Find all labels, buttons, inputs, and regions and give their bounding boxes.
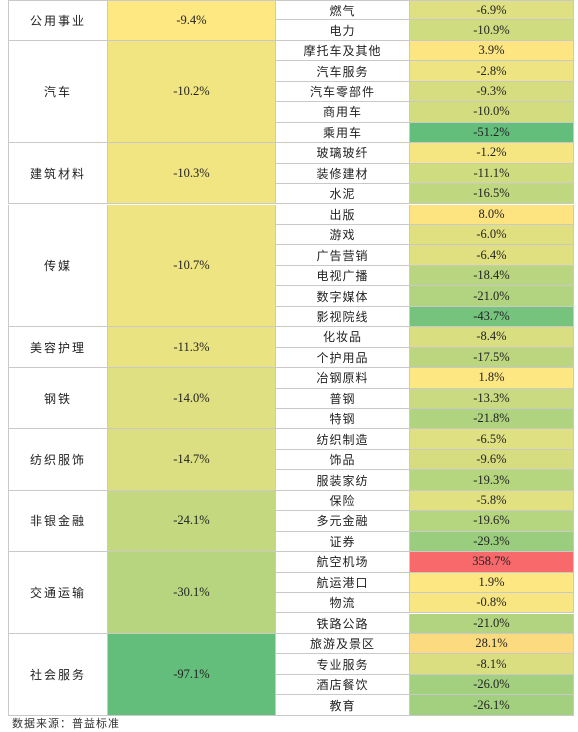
sub-industry-value: -9.6% — [410, 449, 574, 471]
sub-industry-name: 教育 — [276, 695, 410, 716]
sub-industry-name: 摩托车及其他 — [276, 40, 410, 62]
industry-value: -9.4% — [108, 0, 276, 41]
sub-industry-value: -51.2% — [410, 122, 574, 144]
sub-industry-value: -19.3% — [410, 470, 574, 491]
sub-industry-value: -13.3% — [410, 388, 574, 409]
sub-industry-name: 商用车 — [276, 102, 410, 123]
sub-industry-name: 电力 — [276, 20, 410, 41]
sub-industry-value: -43.7% — [410, 306, 574, 328]
sub-industry-name: 保险 — [276, 490, 410, 512]
sub-industry-value: -6.0% — [410, 224, 574, 246]
sub-industry-name: 电视广播 — [276, 265, 410, 287]
sub-industry-name: 玻璃玻纤 — [276, 143, 410, 164]
sub-industry-name: 服装家纺 — [276, 470, 410, 491]
industry-value: -14.7% — [108, 429, 276, 491]
industry-name: 公用事业 — [8, 0, 108, 41]
industry-name: 钢铁 — [8, 368, 108, 430]
sub-industry-value: -2.8% — [410, 61, 574, 82]
sub-industry-name: 燃气 — [276, 0, 410, 21]
sub-industry-value: -21.0% — [410, 613, 574, 634]
sub-industry-value: -16.5% — [410, 184, 574, 205]
industry-value: -10.7% — [108, 204, 276, 328]
industry-value: -10.2% — [108, 40, 276, 144]
sub-industry-name: 汽车服务 — [276, 61, 410, 82]
sub-industry-value: 28.1% — [410, 633, 574, 655]
sub-industry-value: -26.0% — [410, 674, 574, 696]
sub-industry-name: 专业服务 — [276, 654, 410, 675]
sub-industry-value: 1.9% — [410, 572, 574, 594]
industry-value: -24.1% — [108, 490, 276, 553]
sub-industry-value: -8.1% — [410, 654, 574, 675]
industry-name: 非银金融 — [8, 490, 108, 553]
sub-industry-value: -18.4% — [410, 265, 574, 287]
sub-industry-name: 汽车零部件 — [276, 81, 410, 103]
sub-industry-name: 广告营销 — [276, 245, 410, 266]
sub-industry-value: -10.0% — [410, 102, 574, 123]
sub-industry-value: -29.3% — [410, 531, 574, 553]
sub-industry-value: 3.9% — [410, 40, 574, 62]
sub-industry-value: -5.8% — [410, 490, 574, 512]
industry-value: -14.0% — [108, 368, 276, 430]
industry-name: 建筑材料 — [8, 143, 108, 205]
sub-industry-name: 纺织制造 — [276, 429, 410, 450]
sub-industry-name: 个护用品 — [276, 347, 410, 369]
sub-industry-name: 酒店餐饮 — [276, 674, 410, 696]
sub-industry-name: 饰品 — [276, 449, 410, 471]
industry-value: -11.3% — [108, 327, 276, 369]
sub-industry-name: 多元金融 — [276, 511, 410, 532]
sub-industry-value: 8.0% — [410, 204, 574, 225]
sub-industry-name: 航运港口 — [276, 572, 410, 594]
sub-industry-name: 乘用车 — [276, 122, 410, 144]
sub-industry-value: -10.9% — [410, 20, 574, 41]
industry-name: 社会服务 — [8, 633, 108, 716]
sub-industry-value: -21.0% — [410, 286, 574, 307]
industry-table: 公用事业 -9.4% 燃气 -6.9% 电力 -10.9% 汽车 -10.2% 摩托车及其他 3.… — [8, 0, 574, 716]
industry-value: -10.3% — [108, 143, 276, 205]
sub-industry-value: -6.4% — [410, 245, 574, 266]
sub-industry-value: -17.5% — [410, 347, 574, 369]
sub-industry-name: 普钢 — [276, 388, 410, 409]
sub-industry-value: -0.8% — [410, 593, 574, 614]
sub-industry-name: 游戏 — [276, 224, 410, 246]
sub-industry-name: 水泥 — [276, 184, 410, 205]
industry-name: 交通运输 — [8, 552, 108, 634]
sub-industry-value: -6.5% — [410, 429, 574, 450]
industry-name: 纺织服饰 — [8, 429, 108, 491]
sub-industry-name: 影视院线 — [276, 306, 410, 328]
sub-industry-name: 化妆品 — [276, 327, 410, 348]
sub-industry-name: 铁路公路 — [276, 613, 410, 634]
sub-industry-name: 冶钢原料 — [276, 368, 410, 389]
industry-value: -30.1% — [108, 552, 276, 634]
sub-industry-value: -1.2% — [410, 143, 574, 164]
sub-industry-name: 物流 — [276, 593, 410, 614]
sub-industry-value: -26.1% — [410, 695, 574, 716]
sub-industry-value: -21.8% — [410, 409, 574, 430]
sub-industry-value: -6.9% — [410, 0, 574, 21]
sub-industry-name: 证券 — [276, 531, 410, 553]
sub-industry-name: 航空机场 — [276, 552, 410, 573]
data-source-note: 数据来源：普益标准 — [12, 717, 120, 730]
sub-industry-value: -19.6% — [410, 511, 574, 532]
sub-industry-name: 特钢 — [276, 409, 410, 430]
industry-name: 美容护理 — [8, 327, 108, 369]
industry-name: 汽车 — [8, 40, 108, 144]
sub-industry-value: -8.4% — [410, 327, 574, 348]
sub-industry-value: 358.7% — [410, 552, 574, 573]
industry-name: 传媒 — [8, 204, 108, 328]
sub-industry-name: 旅游及景区 — [276, 633, 410, 655]
sub-industry-value: -9.3% — [410, 81, 574, 103]
sub-industry-name: 数字媒体 — [276, 286, 410, 307]
sub-industry-value: 1.8% — [410, 368, 574, 389]
sub-industry-value: -11.1% — [410, 163, 574, 185]
industry-value: -97.1% — [108, 633, 276, 716]
sub-industry-name: 装修建材 — [276, 163, 410, 185]
sub-industry-name: 出版 — [276, 204, 410, 225]
